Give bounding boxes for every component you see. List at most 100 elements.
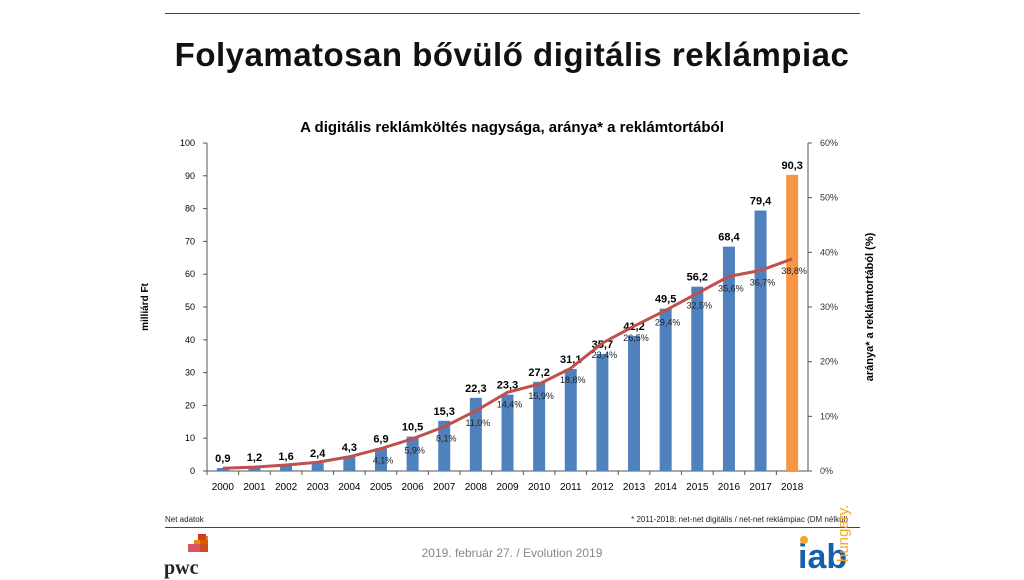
footer-text: 2019. február 27. / Evolution 2019 [421,546,603,560]
y-tick-label: 60 [185,269,195,279]
x-tick-label: 2006 [401,482,424,493]
x-tick-label: 2005 [370,482,393,493]
chart-title: A digitális reklámköltés nagysága, arány… [300,119,724,136]
x-tick-label: 2002 [275,482,298,493]
bar-label: 0,9 [215,453,230,465]
share-line [222,257,793,470]
line-label: 5,9% [404,446,425,456]
bar [469,397,482,471]
bar [564,368,577,471]
y-tick-label: 10 [185,433,195,443]
line-label: 26,5% [623,333,649,343]
y-tick-label: 100 [180,138,195,148]
svg-text:hungary.: hungary. [835,505,852,562]
bar-label: 10,5 [402,422,423,434]
line-label: 8,1% [436,434,457,444]
bar-label: 49,5 [655,294,676,306]
bar [374,448,387,471]
bar [659,308,672,471]
x-tick-label: 2000 [212,482,235,493]
y-tick-label: 0 [190,466,195,476]
pwc-logo: pwc [164,534,208,579]
x-tick-label: 2004 [338,482,361,493]
y2-axis-label: aránya* a reklámtortából (%) [864,232,876,381]
x-tick-label: 2017 [749,482,772,493]
x-tick-label: 2016 [718,482,741,493]
bar [628,335,641,471]
bar [216,468,229,471]
line-label: 35,6% [718,283,744,293]
line-label: 29,4% [655,317,681,327]
x-tick-label: 2001 [243,482,266,493]
bar-label: 6,9 [373,433,388,445]
x-tick-label: 2010 [528,482,551,493]
x-tick-label: 2018 [781,482,804,493]
line-label: 23,4% [592,350,618,360]
y-tick-label: 30 [185,368,195,378]
bar [533,381,546,471]
y2-tick-label: 40% [820,247,838,257]
bar [786,174,799,472]
bar-label: 68,4 [718,232,740,244]
x-tick-label: 2012 [591,482,614,493]
y2-tick-label: 30% [820,302,838,312]
y2-tick-label: 0% [820,466,833,476]
bar [501,394,514,471]
line-label: 36,7% [750,277,776,287]
line-label: 11,0% [465,418,490,428]
bar-label: 79,4 [750,196,772,208]
bar [406,436,419,471]
bar-label: 22,3 [465,383,486,395]
y-tick-label: 40 [185,335,195,345]
y2-tick-label: 50% [820,193,838,203]
line-label: 32,5% [687,300,713,310]
bar [248,467,261,471]
line-label: 14,4% [497,399,523,409]
bar-label: 56,2 [687,272,708,284]
bar [438,420,451,471]
y-tick-label: 20 [185,400,195,410]
bar [754,210,767,471]
y-tick-label: 80 [185,204,195,214]
line-label: 4,1% [373,456,394,466]
x-tick-label: 2007 [433,482,456,493]
x-tick-label: 2009 [496,482,519,493]
bar-label: 23,3 [497,380,518,392]
bar-label: 4,3 [342,442,357,454]
bar-label: 2,4 [310,448,326,460]
bar-label: 1,2 [247,452,262,464]
y-tick-label: 90 [185,171,195,181]
bar [343,456,356,471]
y-tick-label: 50 [185,302,195,312]
bar [280,465,293,471]
x-tick-label: 2015 [686,482,709,493]
y2-tick-label: 60% [820,138,838,148]
y2-tick-label: 10% [820,411,838,421]
x-tick-label: 2014 [655,482,678,493]
x-tick-label: 2013 [623,482,646,493]
slide-title: Folyamatosan bővülő digitális reklámpiac [174,36,850,73]
svg-text:pwc: pwc [164,557,199,579]
bar [311,463,324,471]
bottom-rule [165,527,860,528]
bar-label: 90,3 [781,160,802,172]
y2-tick-label: 20% [820,357,838,367]
line-label: 15,9% [528,391,554,401]
note-left: Net adatok [165,515,204,524]
top-rule [165,13,860,14]
bar [691,286,704,471]
bar-label: 1,6 [278,451,293,463]
x-tick-label: 2008 [465,482,488,493]
x-tick-label: 2011 [560,482,582,493]
y-tick-label: 70 [185,236,195,246]
iab-hungary-logo: iab hungary. [798,505,852,570]
x-tick-label: 2003 [307,482,330,493]
line-label: 38,8% [781,266,807,276]
footnote: * 2011-2018: net-net digitális / net-net… [631,515,848,524]
y-axis-label: milliárd Ft [140,282,151,330]
bar [596,353,609,471]
line-label: 18,8% [560,375,586,385]
bar-label: 27,2 [528,367,549,379]
bar [722,246,735,471]
